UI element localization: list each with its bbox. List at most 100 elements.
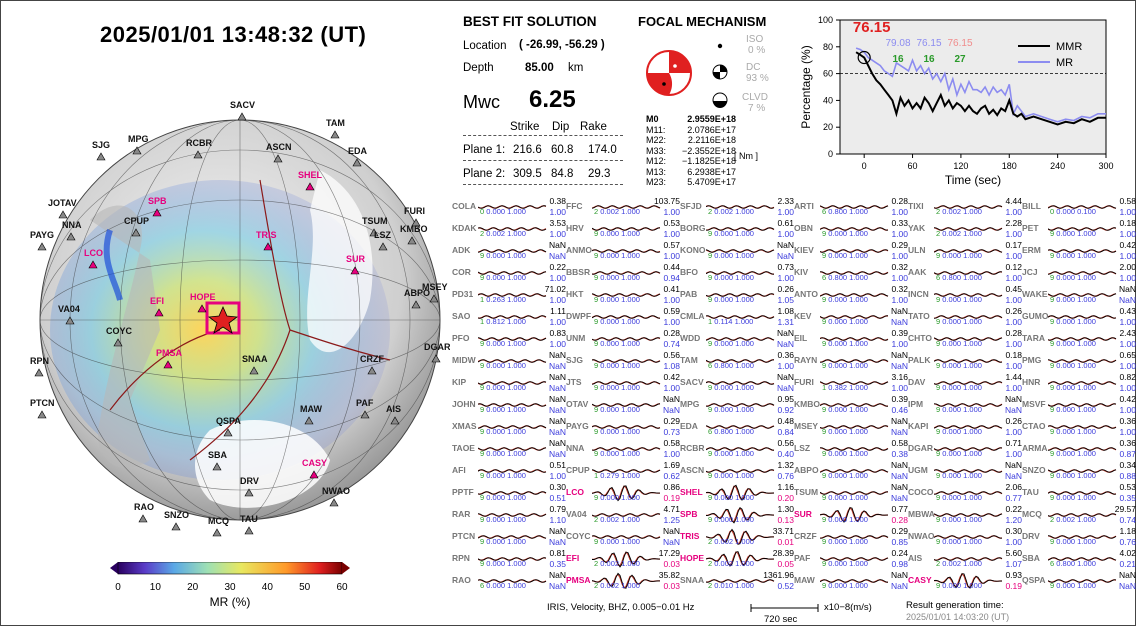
station-marker-kmbo bbox=[407, 236, 417, 245]
station-amplitude: NaN bbox=[1118, 284, 1136, 294]
param-low: 0.812 bbox=[486, 317, 506, 326]
globe-map: SACV TAM SJG MPG RCBR ASCN EDA SHEL SPB JOTAV NNA P… bbox=[30, 100, 450, 537]
station-cell-arma: ARMA 9 0.000 1.000 0.36 0.87 bbox=[1022, 438, 1136, 460]
plane1-rake: 174.0 bbox=[588, 144, 617, 156]
station-cell-bfo: BFO 9 0.000 1.000 0.73 1.00 bbox=[680, 262, 794, 284]
highlight-marker bbox=[857, 50, 871, 65]
clvd-icon bbox=[712, 92, 728, 108]
station-name: ABPO bbox=[794, 465, 819, 475]
y-axis-label: Percentage (%) bbox=[799, 45, 813, 128]
station-variance: 1.00 bbox=[549, 295, 566, 305]
station-variance: 1.00 bbox=[777, 229, 794, 239]
station-params: 9 0.000 1.000 bbox=[594, 295, 640, 304]
station-amplitude: 0.28 bbox=[1005, 328, 1022, 338]
observed-trace bbox=[820, 337, 889, 341]
param-high: 1.000 bbox=[507, 295, 526, 304]
station-amplitude: 1.11 bbox=[550, 306, 566, 316]
station-name: MSEY bbox=[794, 421, 819, 431]
station-cell-kip: KIP 9 0.000 1.000 NaN NaN bbox=[452, 372, 566, 394]
param-low: 0.800 bbox=[714, 361, 734, 370]
station-variance: 1.25 bbox=[663, 515, 680, 525]
param-weight: 9 bbox=[594, 449, 599, 458]
station-amplitude: 0.36 bbox=[1119, 438, 1136, 448]
station-params: 6 0.800 1.000 bbox=[822, 207, 868, 216]
observed-trace bbox=[820, 491, 889, 495]
param-high: 1.000 bbox=[963, 339, 982, 348]
station-name: UGM bbox=[908, 465, 928, 475]
station-name: XMAS bbox=[452, 421, 477, 431]
plane2-rake: 29.3 bbox=[588, 168, 611, 180]
y-tick-label: 20 bbox=[823, 122, 833, 132]
station-cell-dwpf: DWPF 9 0.000 1.000 0.59 1.00 bbox=[566, 306, 680, 328]
station-amplitude: NaN bbox=[890, 482, 908, 492]
station-variance: NaN bbox=[548, 581, 566, 591]
station-variance: 0.62 bbox=[663, 471, 680, 481]
legend-label-mmr: MMR bbox=[1056, 41, 1082, 53]
station-cell-kev: KEV 9 0.000 1.000 NaN NaN bbox=[794, 306, 908, 328]
waveform-trace bbox=[820, 315, 889, 319]
station-amplitude: 0.86 bbox=[663, 482, 680, 492]
param-low: 0.382 bbox=[828, 383, 848, 392]
station-marker-tam bbox=[330, 130, 340, 139]
station-marker-ascn bbox=[273, 154, 283, 163]
param-high: 1.000 bbox=[507, 207, 526, 216]
station-params: 9 0.000 1.000 bbox=[594, 251, 640, 260]
param-weight: 9 bbox=[822, 449, 827, 458]
station-amplitude: NaN bbox=[1118, 570, 1136, 580]
waveform-trace bbox=[592, 551, 661, 568]
param-high: 1.000 bbox=[849, 581, 868, 590]
waveform-trace bbox=[820, 249, 889, 253]
param-weight: 9 bbox=[708, 251, 713, 260]
station-amplitude: 1.32 bbox=[777, 460, 794, 470]
station-name: PET bbox=[1022, 223, 1039, 233]
station-params: 9 0.000 1.000 bbox=[936, 515, 982, 524]
station-amplitude: 0.29 bbox=[891, 526, 908, 536]
station-label-sjg: SJG bbox=[92, 140, 110, 150]
param-high: 1.000 bbox=[735, 207, 754, 216]
station-cell-ais: AIS 2 0.002 1.000 5.60 1.07 bbox=[908, 548, 1022, 570]
station-variance: 1.00 bbox=[663, 295, 680, 305]
param-weight: 9 bbox=[480, 339, 485, 348]
observed-trace bbox=[934, 381, 1003, 385]
param-high: 1.000 bbox=[1077, 295, 1096, 304]
station-name: PPTF bbox=[452, 487, 474, 497]
observed-trace bbox=[478, 381, 547, 385]
station-params: 9 0.000 1.000 bbox=[594, 383, 640, 392]
station-cell-rayn: RAYN 9 0.000 1.000 NaN NaN bbox=[794, 350, 908, 372]
param-weight: 9 bbox=[594, 383, 599, 392]
param-low: 0.000 bbox=[600, 317, 620, 326]
observed-trace bbox=[706, 205, 775, 209]
station-cell-kapi: KAPI 9 0.000 1.000 0.26 1.00 bbox=[908, 416, 1022, 438]
station-params: 9 0.000 1.000 bbox=[822, 559, 868, 568]
param-low: 0.000 bbox=[942, 515, 962, 524]
station-variance: NaN bbox=[548, 449, 566, 459]
param-low: 0.000 bbox=[600, 427, 620, 436]
station-amplitude: 0.28 bbox=[891, 196, 908, 206]
station-variance: 1.00 bbox=[1005, 427, 1022, 437]
station-variance: 1.00 bbox=[663, 383, 680, 393]
station-params: 9 0.000 1.000 bbox=[708, 229, 754, 238]
station-marker-abpo bbox=[411, 300, 421, 309]
observed-trace bbox=[820, 535, 889, 539]
param-high: 1.000 bbox=[735, 383, 754, 392]
param-low: 0.000 bbox=[486, 339, 506, 348]
station-cell-qspa: QSPA 9 0.000 1.000 NaN NaN bbox=[1022, 570, 1136, 592]
station-cell-tris: TRIS 2 0.002 1.000 33.71 0.01 bbox=[680, 526, 794, 548]
observed-trace bbox=[934, 249, 1003, 253]
station-label-tam: TAM bbox=[326, 118, 345, 128]
station-variance: NaN bbox=[548, 361, 566, 371]
epicenter-star bbox=[207, 306, 239, 334]
param-low: 0.000 bbox=[828, 339, 848, 348]
station-params: 9 0.000 1.000 bbox=[822, 471, 868, 480]
station-name: AFI bbox=[452, 465, 466, 475]
station-amplitude: 0.26 bbox=[777, 284, 794, 294]
station-variance: 1.10 bbox=[549, 515, 566, 525]
station-marker-mcq bbox=[212, 528, 222, 537]
param-weight: 2 bbox=[594, 559, 599, 568]
station-cell-bbsr: BBSR 9 0.000 1.000 0.44 0.94 bbox=[566, 262, 680, 284]
waveform-trace bbox=[1048, 491, 1117, 495]
param-weight: 2 bbox=[480, 229, 485, 238]
station-marker-dgar bbox=[431, 354, 441, 363]
param-high: 1.000 bbox=[735, 405, 754, 414]
param-high: 1.000 bbox=[507, 383, 526, 392]
